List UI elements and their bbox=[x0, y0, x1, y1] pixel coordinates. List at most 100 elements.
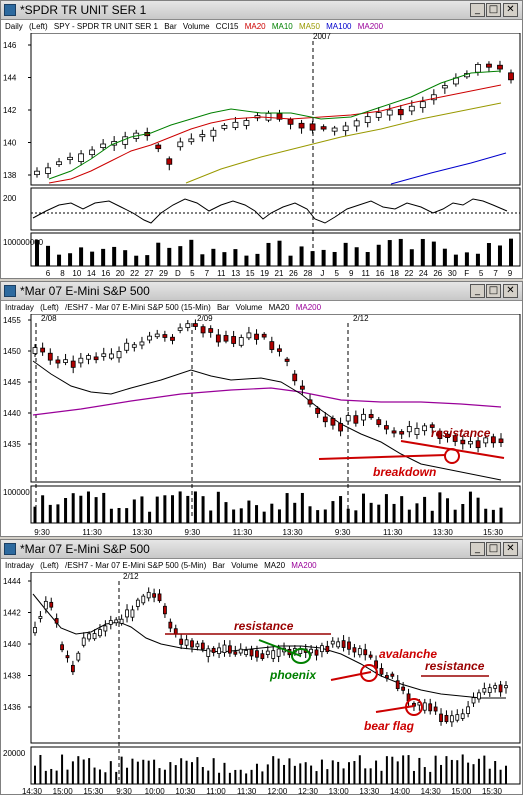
cci-line bbox=[32, 198, 508, 224]
candle bbox=[98, 629, 102, 637]
x-tick-label: 9:30 bbox=[34, 528, 50, 537]
volume-bar bbox=[148, 511, 152, 523]
volume-bar bbox=[499, 769, 502, 784]
close-button[interactable]: ✕ bbox=[503, 3, 518, 17]
volume-bar bbox=[200, 254, 205, 266]
volume-bar bbox=[407, 755, 410, 784]
volume-bar bbox=[155, 496, 159, 523]
x-tick-label: 12:00 bbox=[267, 787, 288, 795]
volume-bar bbox=[464, 252, 469, 266]
x-tick-label: 9 bbox=[508, 269, 513, 278]
candle bbox=[498, 438, 504, 444]
volume-bar bbox=[293, 765, 296, 784]
candle bbox=[287, 119, 294, 125]
candle bbox=[155, 144, 162, 150]
candle bbox=[146, 591, 151, 599]
candle bbox=[32, 347, 38, 354]
volume-bar bbox=[431, 241, 436, 266]
volume-bar bbox=[186, 495, 190, 523]
x-tick-label: D bbox=[175, 269, 181, 278]
volume-bar bbox=[169, 762, 172, 784]
volume-bar bbox=[147, 760, 150, 784]
volume-bar bbox=[94, 497, 98, 523]
x-tick-label: 7 bbox=[493, 269, 498, 278]
candle bbox=[81, 637, 86, 646]
volume-tick: 100000000 bbox=[3, 238, 44, 247]
volume-bar bbox=[315, 771, 318, 784]
candle bbox=[70, 664, 75, 673]
volume-bar bbox=[48, 504, 52, 523]
volume-bar bbox=[117, 508, 121, 523]
x-tick-label: 13:30 bbox=[359, 787, 380, 795]
candle bbox=[307, 399, 313, 405]
volume-bar bbox=[392, 503, 396, 523]
volume-bar bbox=[212, 758, 215, 784]
candle bbox=[320, 126, 327, 130]
volume-bar bbox=[132, 499, 136, 523]
volume-bar bbox=[277, 509, 281, 523]
candle bbox=[292, 373, 298, 382]
candle bbox=[92, 633, 97, 640]
x-tick-label: 21 bbox=[275, 269, 284, 278]
maximize-button[interactable]: □ bbox=[486, 542, 501, 556]
candle bbox=[401, 686, 406, 691]
volume-bar bbox=[446, 498, 450, 523]
volume-bar bbox=[402, 755, 405, 784]
minimize-button[interactable]: _ bbox=[470, 542, 485, 556]
volume-bar bbox=[167, 247, 172, 266]
candle bbox=[331, 127, 338, 132]
maximize-button[interactable]: □ bbox=[486, 284, 501, 298]
x-tick-label: 20 bbox=[116, 269, 125, 278]
x-tick-label: 13:30 bbox=[283, 528, 304, 537]
maximize-button[interactable]: □ bbox=[486, 3, 501, 17]
candle bbox=[131, 344, 137, 348]
volume-bar bbox=[354, 510, 358, 523]
symbol-label: /ESH7 - Mar 07 E-Mini S&P 500 (5-Min) bbox=[65, 561, 207, 570]
candle bbox=[353, 120, 360, 127]
candle bbox=[384, 675, 389, 679]
x-tick-label: 11:00 bbox=[206, 787, 226, 795]
candle bbox=[168, 621, 173, 629]
es-5min-chart[interactable]: 2/12 1444 1442 1440 1438 1436 resistance pho… bbox=[1, 572, 522, 795]
resistance-annotation-left: resistance bbox=[234, 619, 294, 633]
title-bar[interactable]: *SPDR TR UNIT SER 1 _ □ ✕ bbox=[1, 1, 522, 20]
type-label: Bar bbox=[216, 303, 230, 312]
candle bbox=[162, 334, 168, 338]
candle bbox=[195, 643, 200, 648]
chart-info-line: Intraday (Left) /ESH7 - Mar 07 E-Mini S&… bbox=[1, 559, 522, 572]
title-bar[interactable]: *Mar 07 E-Mini S&P 500 _ □ ✕ bbox=[1, 282, 522, 301]
volume-bar bbox=[34, 765, 36, 784]
x-tick-label: 13:30 bbox=[132, 528, 153, 537]
candle bbox=[157, 593, 162, 602]
candle bbox=[363, 649, 368, 656]
volume-bar bbox=[346, 508, 350, 523]
year-label: 2007 bbox=[313, 33, 331, 41]
candle bbox=[477, 692, 481, 700]
volume-bar bbox=[323, 509, 327, 523]
x-tick-label: 11 bbox=[217, 269, 226, 278]
close-button[interactable]: ✕ bbox=[503, 542, 518, 556]
x-tick-label: 13:30 bbox=[433, 528, 454, 537]
candle bbox=[154, 333, 160, 338]
candle bbox=[497, 64, 503, 70]
volume-bar bbox=[288, 255, 293, 266]
volume-bar bbox=[486, 243, 491, 266]
candle bbox=[395, 680, 400, 689]
scale-label: (Left) bbox=[29, 22, 48, 31]
spy-chart[interactable]: 2007 146 144 142 140 138 200 100000000 6 8 10 1… bbox=[1, 33, 522, 279]
es-15min-chart[interactable]: 2/08 2/09 2/12 1455 1450 1445 1440 1435 resi… bbox=[1, 314, 522, 537]
x-tick-label: 9 bbox=[349, 269, 354, 278]
price-tick-label: 1440 bbox=[3, 409, 21, 418]
volume-bar bbox=[361, 493, 365, 523]
volume-bar bbox=[438, 492, 442, 523]
candle bbox=[384, 425, 389, 430]
candle bbox=[408, 105, 415, 112]
candle bbox=[70, 360, 76, 368]
close-button[interactable]: ✕ bbox=[503, 284, 518, 298]
x-tick-label: 15:30 bbox=[83, 787, 104, 795]
minimize-button[interactable]: _ bbox=[470, 284, 485, 298]
x-tick-label: 30 bbox=[448, 269, 457, 278]
minimize-button[interactable]: _ bbox=[470, 3, 485, 17]
title-bar[interactable]: *Mar 07 E-Mini S&P 500 _ □ ✕ bbox=[1, 540, 522, 559]
price-tick-label: 138 bbox=[3, 171, 17, 180]
